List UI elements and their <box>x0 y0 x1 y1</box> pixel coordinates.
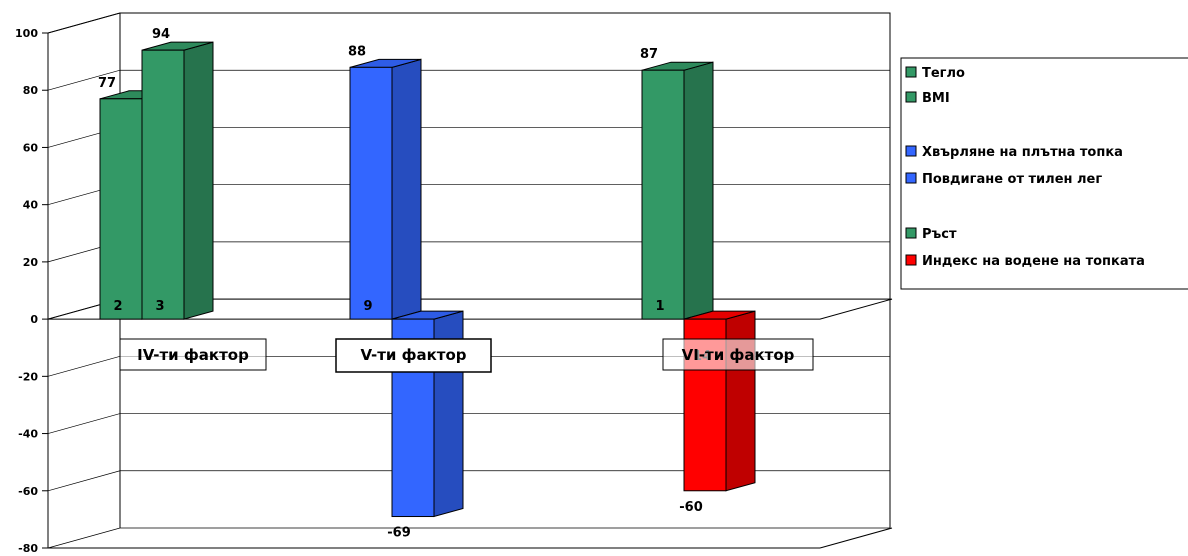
legend-label: BMI <box>922 91 950 106</box>
gridline <box>47 527 890 549</box>
bar-inner-label: 3 <box>155 299 164 314</box>
y-tick-label: -80 <box>18 542 38 555</box>
legend-label: Тегло <box>922 66 965 81</box>
bar-side <box>183 41 214 320</box>
bar-value-label: 87 <box>640 47 658 62</box>
y-tick-label: 20 <box>23 256 39 269</box>
legend-swatch <box>905 91 917 103</box>
legend-swatch <box>905 254 917 266</box>
category-label: IV-ти фактор <box>137 346 249 364</box>
legend-label: Индекс на водене на топката <box>922 254 1145 269</box>
bar: 1 87 <box>640 47 714 320</box>
bar-inner-label: 1 <box>655 299 664 314</box>
gridline <box>47 12 890 34</box>
category-label-box <box>662 338 814 371</box>
legend-swatch <box>905 227 917 239</box>
bar-value-label: 77 <box>98 76 116 91</box>
bar-front <box>99 98 143 320</box>
y-tick-label: -40 <box>18 428 38 441</box>
y-tick-label: -60 <box>18 485 38 498</box>
legend-box <box>900 57 1188 290</box>
bar-side <box>683 61 714 320</box>
legend-label: Хвърляне на плътна топка <box>922 145 1123 160</box>
bar-inner-label: 2 <box>113 299 122 314</box>
category-label: VI-ти фактор <box>682 346 795 364</box>
bar-value-label: 88 <box>348 44 366 59</box>
floor-right-edge <box>819 527 893 549</box>
bar-front <box>641 69 685 320</box>
back-wall-edge <box>120 12 891 528</box>
bar-value-label: -60 <box>679 500 703 515</box>
bar-side <box>725 310 756 492</box>
bar-value-label: 94 <box>152 27 170 42</box>
y-tick-label: 100 <box>15 27 38 40</box>
chart-bars: 27739498810-6918714-60 <box>98 27 756 541</box>
gridline <box>47 470 890 492</box>
category-label-box <box>119 338 267 371</box>
y-axis: -80 -60 -40 -20 0 20 40 60 80 100 <box>15 27 893 555</box>
y-tick-label: -20 <box>18 370 38 383</box>
legend-swatch <box>905 66 917 78</box>
y-tick-label: 60 <box>23 141 39 154</box>
bar-side <box>391 58 422 320</box>
bar-front <box>349 66 393 320</box>
legend-swatch <box>905 172 917 184</box>
y-tick-label: 40 <box>23 199 39 212</box>
category-label-box <box>335 338 492 373</box>
bar: 3 94 <box>141 27 214 320</box>
bar-front <box>141 49 185 320</box>
y-tick-label: 80 <box>23 84 39 97</box>
bar: 9 88 <box>348 44 422 320</box>
legend: Тегло BMI Хвърляне на плътна топка Повдиган… <box>900 57 1188 290</box>
bar-value-label: -69 <box>387 526 411 541</box>
legend-swatch <box>905 145 917 157</box>
gridline <box>47 413 890 434</box>
gridline <box>47 69 890 91</box>
category-label: V-ти фактор <box>360 346 466 364</box>
category-labels: IV-ти фактор V-ти фактор VI-ти фактор <box>119 338 814 373</box>
y-tick-label: 0 <box>30 313 38 326</box>
legend-label: Ръст <box>922 227 957 242</box>
legend-label: Повдигане от тилен лег <box>922 172 1102 187</box>
bar-inner-label: 9 <box>363 299 372 314</box>
